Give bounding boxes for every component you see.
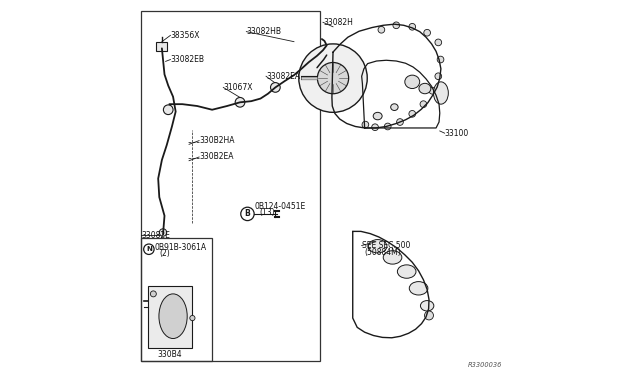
Circle shape xyxy=(159,229,167,236)
Text: 0B124-0451E: 0B124-0451E xyxy=(255,202,306,211)
Ellipse shape xyxy=(397,265,416,278)
Circle shape xyxy=(362,121,369,128)
Ellipse shape xyxy=(420,301,434,311)
Circle shape xyxy=(317,62,349,94)
Circle shape xyxy=(271,83,280,92)
Text: 33082HB: 33082HB xyxy=(246,27,282,36)
Text: 38356X: 38356X xyxy=(170,31,200,40)
Ellipse shape xyxy=(410,282,428,295)
Text: 330B4: 330B4 xyxy=(157,350,182,359)
Text: B: B xyxy=(244,209,250,218)
Text: 31067X: 31067X xyxy=(223,83,253,92)
Text: N: N xyxy=(146,246,152,252)
Circle shape xyxy=(420,101,427,108)
Circle shape xyxy=(424,311,433,320)
Text: 0B91B-3061A: 0B91B-3061A xyxy=(154,243,207,252)
Text: SEE SEC.500: SEE SEC.500 xyxy=(362,241,410,250)
Ellipse shape xyxy=(433,82,449,104)
Ellipse shape xyxy=(369,240,387,253)
Circle shape xyxy=(429,87,436,94)
Circle shape xyxy=(437,56,444,63)
Text: 33100: 33100 xyxy=(445,129,469,138)
Circle shape xyxy=(372,124,378,131)
Circle shape xyxy=(190,315,195,321)
Ellipse shape xyxy=(390,104,398,110)
Ellipse shape xyxy=(159,294,187,339)
Text: 33082EA: 33082EA xyxy=(266,72,300,81)
Text: (13): (13) xyxy=(260,208,275,217)
Bar xyxy=(156,42,168,51)
Circle shape xyxy=(241,207,254,221)
Circle shape xyxy=(424,29,431,36)
Circle shape xyxy=(397,119,403,125)
Text: 330B2HA: 330B2HA xyxy=(199,136,235,145)
Circle shape xyxy=(378,26,385,33)
Text: 33082H: 33082H xyxy=(323,18,353,27)
Text: 330B2EA: 330B2EA xyxy=(199,153,234,161)
Ellipse shape xyxy=(373,112,382,120)
Circle shape xyxy=(299,44,367,112)
Text: 33082EB: 33082EB xyxy=(170,55,204,64)
Bar xyxy=(141,11,320,361)
Bar xyxy=(148,286,191,348)
Ellipse shape xyxy=(419,83,431,94)
Bar xyxy=(141,238,212,361)
Circle shape xyxy=(409,110,415,117)
Text: (50884M): (50884M) xyxy=(365,248,401,257)
Text: 33082E: 33082E xyxy=(141,231,170,240)
Circle shape xyxy=(393,22,399,29)
Circle shape xyxy=(435,39,442,46)
Circle shape xyxy=(235,97,245,107)
Ellipse shape xyxy=(405,75,420,89)
Circle shape xyxy=(385,123,391,130)
Circle shape xyxy=(150,291,156,297)
Circle shape xyxy=(409,23,415,30)
Circle shape xyxy=(163,105,173,115)
Text: R3300036: R3300036 xyxy=(468,362,502,368)
Circle shape xyxy=(435,73,442,80)
Ellipse shape xyxy=(383,251,402,264)
Text: (2): (2) xyxy=(159,249,170,258)
Circle shape xyxy=(143,244,154,254)
